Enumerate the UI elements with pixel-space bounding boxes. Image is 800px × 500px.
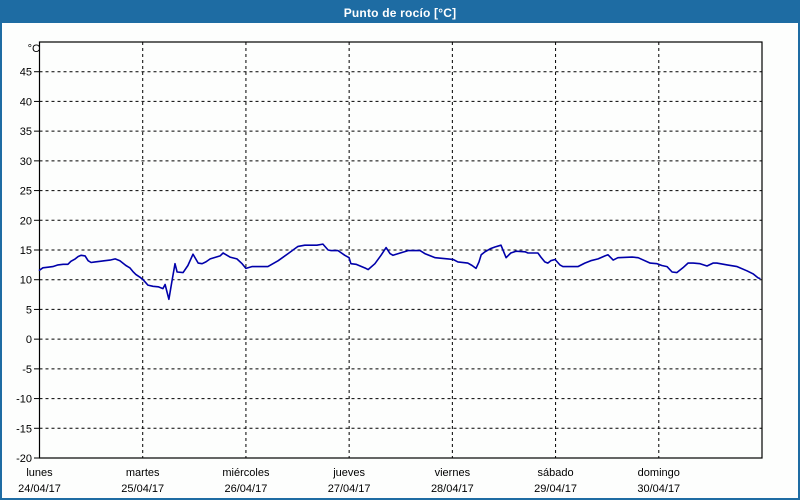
plot-border	[38, 41, 763, 459]
x-date-label: 27/04/17	[328, 483, 371, 495]
x-date-label: 25/04/17	[121, 483, 164, 495]
x-day-label: sábado	[538, 467, 574, 479]
y-tick-label: 20	[20, 215, 32, 227]
y-tick-label: -5	[22, 364, 32, 376]
x-date-label: 28/04/17	[431, 483, 474, 495]
x-day-label: domingo	[638, 467, 680, 479]
y-tick-label: -10	[16, 394, 32, 406]
x-day-label: viernes	[435, 467, 471, 479]
x-date-label: 24/04/17	[18, 483, 61, 495]
x-date-label: 30/04/17	[637, 483, 680, 495]
y-tick-label: -15	[16, 423, 32, 435]
y-tick-label: 5	[26, 304, 32, 316]
y-tick-label: 10	[20, 275, 32, 287]
y-tick-label: 30	[20, 156, 32, 168]
y-tick-label: 15	[20, 245, 32, 257]
y-tick-label: 40	[20, 96, 32, 108]
y-tick-label: 45	[20, 67, 32, 79]
chart-area: 45 40 35 30 25 20 15 10 5 0 -5 -10 -15 -20 °C lunes 24/0…	[2, 23, 798, 498]
y-axis-unit-label: °C	[28, 43, 40, 55]
y-tick-label: 25	[20, 186, 32, 198]
title-bar: Punto de rocío [°C]	[2, 2, 798, 23]
x-day-label: miércoles	[222, 467, 270, 479]
y-tick-label: 35	[20, 126, 32, 138]
x-date-label: 26/04/17	[225, 483, 268, 495]
chart-title: Punto de rocío [°C]	[343, 5, 457, 20]
x-day-label: martes	[126, 467, 160, 479]
dewpoint-line	[38, 243, 761, 301]
x-date-label: 29/04/17	[534, 483, 577, 495]
x-day-label: lunes	[26, 467, 53, 479]
x-day-label: jueves	[332, 467, 365, 479]
dewpoint-line-chart: 45 40 35 30 25 20 15 10 5 0 -5 -10 -15 -20 °C lunes 24/0…	[16, 41, 763, 495]
y-tick-label: -20	[16, 453, 32, 465]
y-tick-label: 0	[26, 334, 32, 346]
